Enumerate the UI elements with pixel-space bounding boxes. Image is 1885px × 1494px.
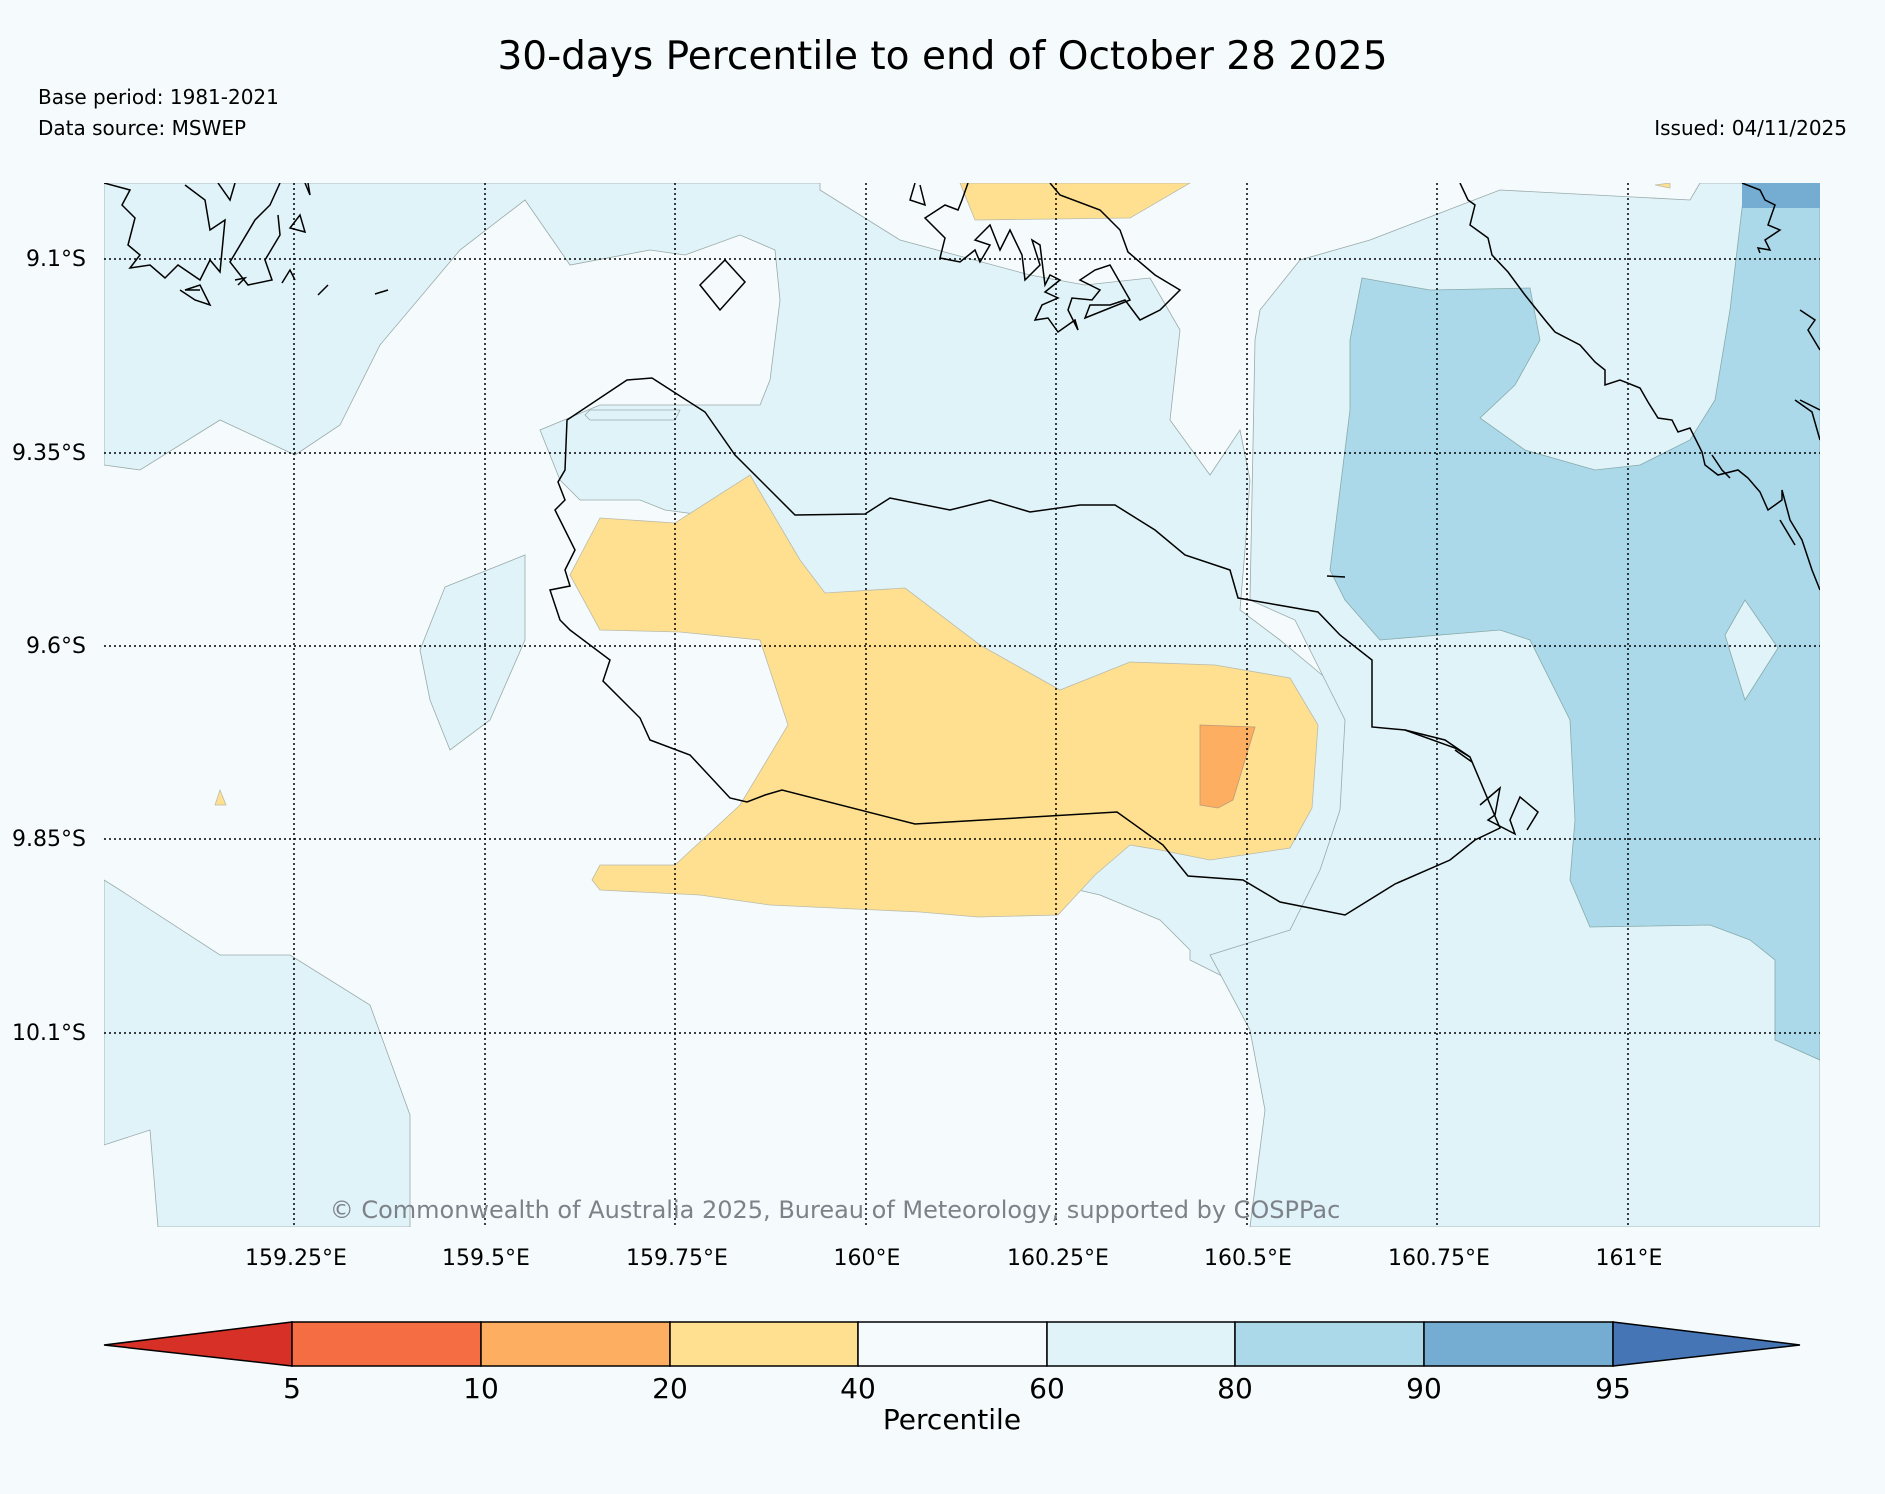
data-source: Data source: MSWEP: [38, 116, 247, 140]
longitude-labels: 159.25°E 159.5°E 159.75°E 160°E 160.25°E…: [245, 1246, 1662, 1271]
zone-10-20: [1199, 724, 1256, 809]
colorbar-segment: [291, 1321, 482, 1367]
colorbar-segment: [480, 1321, 671, 1367]
map-title: 30-days Percentile to end of October 28 …: [497, 34, 1388, 79]
lat-label: 9.85°S: [12, 827, 86, 852]
colorbar-tick: 10: [463, 1372, 499, 1405]
colorbar-ticks: 5 10 20 40 60 80 90 95: [283, 1372, 1631, 1405]
lon-label: 160°E: [834, 1246, 901, 1271]
colorbar-extend-high: [1612, 1321, 1801, 1367]
lon-label: 159.75°E: [626, 1246, 728, 1271]
zone-80-90: [1329, 183, 1820, 1061]
colorbar-label: Percentile: [883, 1403, 1021, 1436]
graticule: [104, 183, 1820, 1227]
lon-label: 159.5°E: [442, 1246, 530, 1271]
colorbar-tick: 95: [1595, 1372, 1631, 1405]
lon-label: 160.5°E: [1204, 1246, 1292, 1271]
lon-label: 161°E: [1596, 1246, 1663, 1271]
zone-60-80-islet: [1724, 599, 1779, 701]
colorbar-segment: [1234, 1321, 1425, 1367]
lat-label: 9.6°S: [26, 634, 86, 659]
lon-label: 160.25°E: [1007, 1246, 1109, 1271]
colorbar-tick: 40: [840, 1372, 876, 1405]
colorbar-tick: 90: [1406, 1372, 1442, 1405]
colorbar-segment: [669, 1321, 859, 1367]
coastlines: [104, 183, 1820, 916]
colorbar-segment: [1046, 1321, 1236, 1367]
colorbar-segment: [1423, 1321, 1614, 1367]
colorbar-tick: 60: [1029, 1372, 1065, 1405]
zone-90-95: [1742, 183, 1820, 208]
lon-label: 159.25°E: [245, 1246, 347, 1271]
issued-date: Issued: 04/11/2025: [1654, 116, 1847, 140]
lon-label: 160.75°E: [1388, 1246, 1490, 1271]
colorbar: 5 10 20 40 60 80 90 95 Percentile: [103, 1321, 1801, 1436]
colorbar-segment: [857, 1321, 1048, 1367]
latitude-labels: 9.1°S 9.35°S 9.6°S 9.85°S 10.1°S: [12, 247, 86, 1046]
colorbar-tick: 80: [1217, 1372, 1253, 1405]
zone-20-40: [214, 183, 1671, 918]
colorbar-tick: 20: [652, 1372, 688, 1405]
map-area: © Commonwealth of Australia 2025, Bureau…: [104, 183, 1820, 1227]
colorbar-extend-low: [103, 1321, 293, 1367]
copyright-notice: © Commonwealth of Australia 2025, Bureau…: [330, 1196, 1341, 1224]
lat-label: 10.1°S: [12, 1021, 86, 1046]
base-period: Base period: 1981-2021: [38, 85, 279, 109]
lat-label: 9.1°S: [26, 247, 86, 272]
lat-label: 9.35°S: [12, 441, 86, 466]
colorbar-tick: 5: [283, 1372, 301, 1405]
